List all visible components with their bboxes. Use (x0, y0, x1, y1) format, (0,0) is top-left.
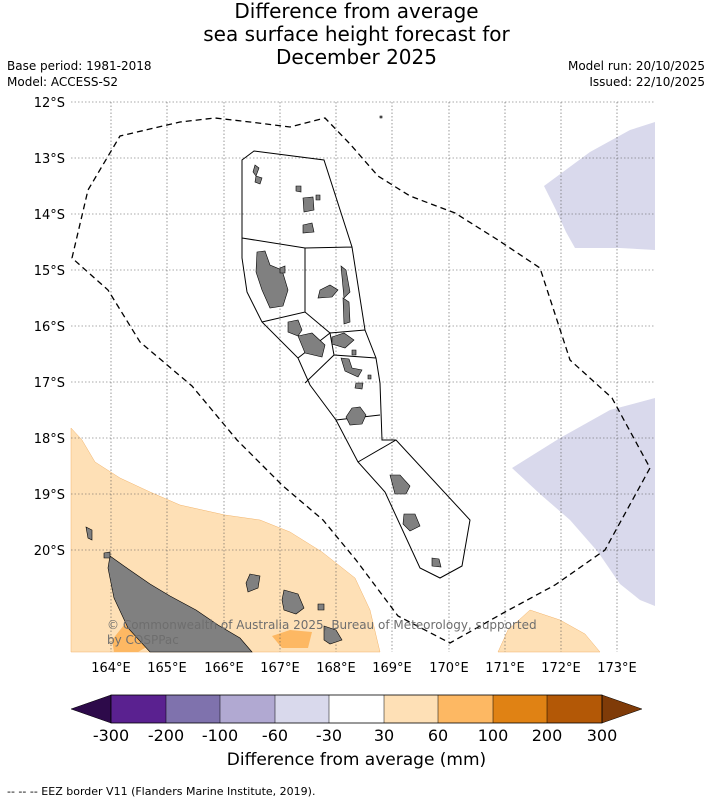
lat-label: 19°S (34, 488, 65, 503)
colorbar-over-arrow (601, 694, 643, 724)
copyright-line-2: by COSPPac (107, 633, 179, 647)
vanuatu-islands (252, 115, 442, 568)
model-text: Model: ACCESS-S2 (7, 75, 119, 89)
lon-label: 166°E (204, 661, 244, 676)
colorbar-tick: -100 (202, 726, 238, 745)
colorbar-label: Difference from average (mm) (226, 750, 487, 770)
lat-label: 13°S (34, 152, 65, 167)
colorbar-cell (547, 695, 602, 723)
lat-label: 18°S (34, 432, 65, 447)
issued-text: Issued: 22/10/2025 (589, 75, 705, 89)
lon-label: 173°E (597, 661, 637, 676)
new-caledonia (85, 526, 343, 653)
lon-label: 171°E (485, 661, 525, 676)
title-line-1: Difference from average (234, 0, 479, 23)
lon-label: 164°E (91, 661, 131, 676)
colorbar-cell (438, 695, 493, 723)
meta-right: Model run: 20/10/2025 Issued: 22/10/2025 (568, 58, 705, 90)
lon-label: 165°E (147, 661, 187, 676)
title-line-2: sea surface height forecast for (203, 22, 510, 46)
lat-label: 12°S (34, 96, 65, 111)
lat-label: 14°S (34, 208, 65, 223)
lat-label: 15°S (34, 264, 65, 279)
copyright-line-1: © Commonwealth of Australia 2025, Bureau… (107, 618, 537, 632)
lon-label: 170°E (429, 661, 469, 676)
eez-footnote: -- -- -- EEZ border V11 (Flanders Marine… (7, 785, 316, 798)
colorbar-cell (275, 695, 329, 723)
colorbar-cell (384, 695, 438, 723)
colorbar-tick: 300 (587, 726, 618, 745)
colorbar-tick: 100 (478, 726, 509, 745)
colorbar-tick: -300 (93, 726, 129, 745)
colorbar-cell (111, 695, 166, 723)
lat-gridlines (71, 101, 655, 551)
colorbar-tick: -30 (316, 726, 342, 745)
model-run-text: Model run: 20/10/2025 (567, 59, 705, 73)
colorbar-cell (329, 695, 384, 723)
lon-gridlines (110, 102, 618, 652)
lon-label: 169°E (372, 661, 412, 676)
anomaly-positive-south (497, 609, 601, 653)
colorbar-tick: -60 (262, 726, 288, 745)
base-period-text: Base period: 1981-2018 (7, 59, 152, 73)
lon-label: 172°E (541, 661, 581, 676)
eez-border (71, 117, 651, 644)
lat-label: 17°S (34, 376, 65, 391)
colorbar-frame (110, 694, 603, 724)
colorbar-tick: 30 (374, 726, 394, 745)
colorbar-cell (493, 695, 547, 723)
meta-left: Base period: 1981-2018 Model: ACCESS-S2 (7, 58, 152, 90)
lon-label: 167°E (260, 661, 300, 676)
lon-labels: 164°E 165°E 166°E 167°E 168°E 169°E 170°… (91, 661, 637, 676)
anomaly-negative-east (512, 398, 655, 606)
colorbar-under-arrow (70, 694, 112, 724)
colorbar-tick: 200 (532, 726, 563, 745)
lon-label: 168°E (316, 661, 356, 676)
chart-title: Difference from average sea surface heig… (0, 0, 713, 69)
copyright-note: © Commonwealth of Australia 2025, Bureau… (107, 618, 537, 647)
lat-labels: 12°S 13°S 14°S 15°S 16°S 17°S 18°S 19°S … (34, 96, 65, 559)
colorbar-cell (166, 695, 220, 723)
colorbar-tick: -200 (148, 726, 184, 745)
province-boundaries (241, 150, 471, 579)
colorbar: -300 -200 -100 -60 -30 30 60 100 200 300 (70, 694, 643, 745)
title-line-3: December 2025 (276, 45, 437, 69)
lat-label: 20°S (34, 544, 65, 559)
colorbar-tick: 60 (428, 726, 448, 745)
anomaly-negative-northeast (544, 122, 655, 250)
colorbar-cell (220, 695, 275, 723)
anomaly-strong-positive-2 (272, 630, 312, 648)
lat-label: 16°S (34, 320, 65, 335)
